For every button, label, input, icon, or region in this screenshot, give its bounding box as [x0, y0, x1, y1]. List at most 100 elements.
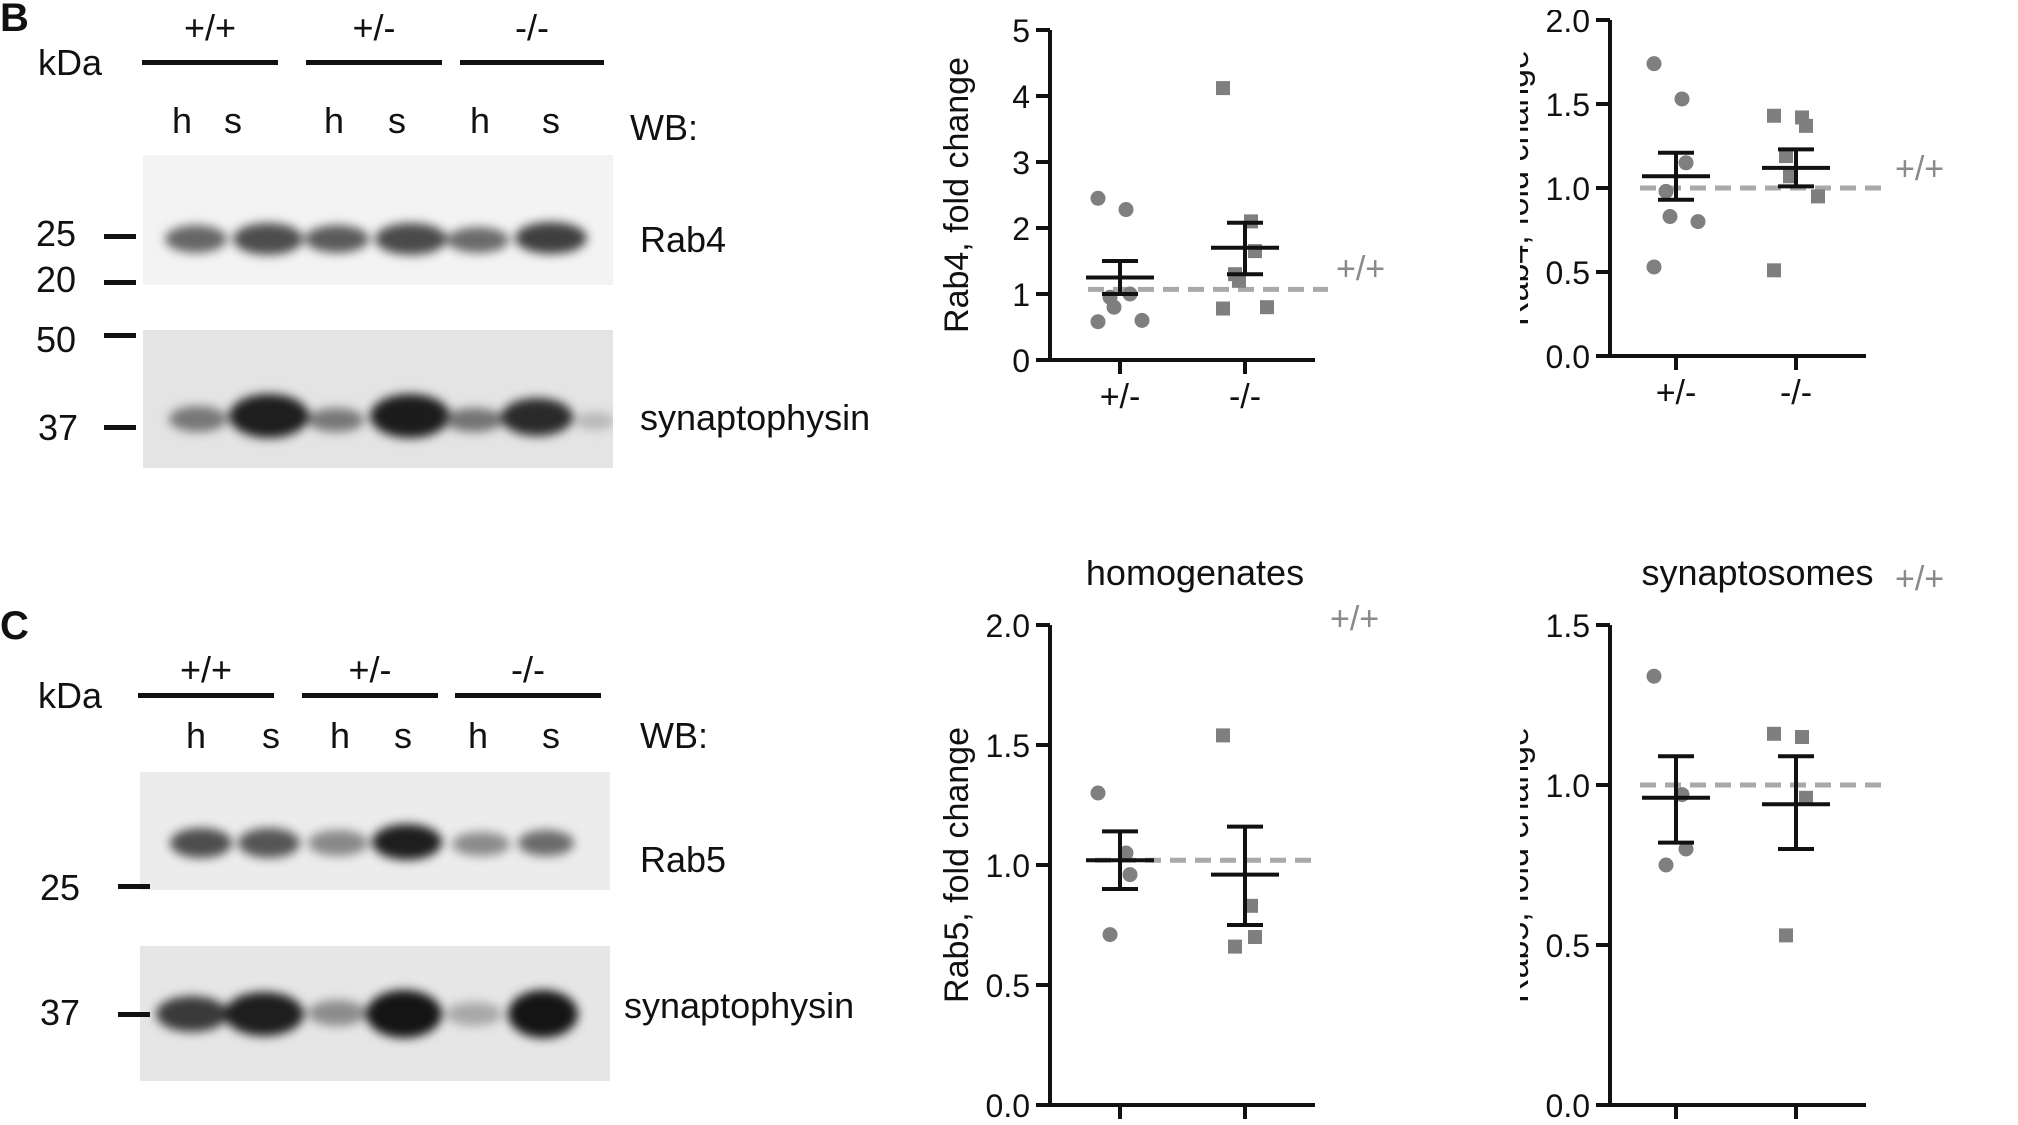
data-point — [1799, 790, 1813, 805]
y-axis-label: Rab4, fold change — [1520, 50, 1536, 326]
data-point — [1678, 155, 1694, 171]
y-tick-label: 0.5 — [986, 968, 1030, 1004]
y-tick-label: 2.0 — [986, 608, 1030, 644]
marker-label-b-20: 20 — [36, 259, 77, 300]
y-tick-label: 1.0 — [986, 848, 1030, 884]
y-tick-label: 2.0 — [1546, 10, 1590, 39]
lane-label-b-6: s — [542, 100, 560, 141]
data-point — [1090, 785, 1106, 801]
y-tick-label: 2 — [1012, 211, 1030, 247]
marker-tick-b-50 — [104, 333, 136, 338]
genotype-label-b-ko: -/- — [515, 7, 549, 48]
blot-rab5 — [140, 772, 610, 890]
marker-label-c-37: 37 — [40, 992, 81, 1033]
lane-label-b-3: h — [324, 100, 345, 141]
protein-label-synaptophysin-b: synaptophysin — [640, 397, 871, 438]
genotype-bar-b-wt — [142, 60, 278, 65]
y-tick-label: 0.0 — [986, 1088, 1030, 1120]
lane-label-c-4: s — [394, 715, 412, 756]
genotype-label-c-wt: +/+ — [179, 649, 233, 690]
chart-title: synaptosomes — [1641, 560, 1873, 593]
protein-label-synaptophysin-c: synaptophysin — [624, 985, 855, 1026]
y-tick-label: 0 — [1012, 343, 1030, 379]
lane-label-b-5: h — [470, 100, 491, 141]
genotype-label-b-het: +/- — [352, 7, 396, 48]
lane-label-b-1: h — [172, 100, 193, 141]
data-point — [1799, 118, 1813, 133]
data-point — [1779, 149, 1793, 164]
y-tick-label: 1 — [1012, 277, 1030, 313]
y-tick-label: 1.0 — [1546, 171, 1590, 207]
genotype-bar-b-het — [306, 60, 442, 65]
data-point — [1646, 668, 1662, 684]
data-point — [1260, 300, 1274, 315]
y-tick-label: 0.0 — [1546, 1088, 1590, 1120]
y-tick-label: 1.0 — [1546, 768, 1590, 804]
data-point — [1090, 190, 1106, 206]
data-point — [1244, 898, 1258, 913]
lane-label-c-5: h — [468, 715, 489, 756]
genotype-label-b-wt: +/+ — [183, 7, 237, 48]
genotype-bar-c-ko — [455, 693, 601, 698]
genotype-label-c-het: +/- — [348, 649, 392, 690]
protein-label-rab5: Rab5 — [640, 839, 727, 880]
wb-label-c: WB: — [640, 715, 708, 756]
marker-tick-c-25 — [118, 884, 150, 889]
lane-label-b-2: s — [224, 100, 242, 141]
marker-tick-b-37 — [104, 425, 136, 430]
data-point — [1106, 299, 1122, 315]
y-tick-label: 3 — [1012, 145, 1030, 181]
y-tick-label: 4 — [1012, 79, 1030, 115]
data-point — [1122, 867, 1138, 883]
x-tick-label: -/- — [1229, 378, 1261, 416]
data-point — [1662, 209, 1678, 225]
lane-label-c-6: s — [542, 715, 560, 756]
data-point — [1118, 845, 1134, 861]
data-point — [1232, 273, 1246, 288]
lane-label-c-2: s — [262, 715, 280, 756]
genotype-bar-c-wt — [138, 693, 274, 698]
kda-label-b: kDa — [38, 42, 103, 83]
genotype-label-c-ko: -/- — [511, 649, 545, 690]
x-tick-label: -/- — [1780, 374, 1812, 412]
y-tick-label: 1.5 — [986, 728, 1030, 764]
chart-title: homogenates — [1086, 560, 1304, 593]
blot-synaptophysin-b — [143, 330, 613, 468]
blot-synaptophysin-c — [140, 946, 610, 1081]
marker-tick-b-25 — [104, 234, 136, 239]
y-tick-label: 0.5 — [1546, 255, 1590, 291]
marker-tick-c-37 — [118, 1012, 150, 1017]
data-point — [1216, 81, 1230, 96]
marker-tick-b-20 — [104, 280, 136, 285]
y-tick-label: 5 — [1012, 13, 1030, 49]
reference-label: +/+ — [1336, 250, 1385, 288]
reference-label: +/+ — [1895, 560, 1944, 598]
wb-label-b: WB: — [630, 107, 698, 148]
y-tick-label: 0.0 — [1546, 339, 1590, 375]
data-point — [1248, 930, 1262, 944]
blot-rab4 — [143, 155, 613, 285]
marker-label-b-37: 37 — [38, 407, 79, 448]
data-point — [1216, 301, 1230, 316]
data-point — [1646, 56, 1662, 72]
y-tick-label: 0.5 — [1546, 928, 1590, 964]
y-tick-label: 1.5 — [1546, 87, 1590, 123]
data-point — [1090, 314, 1106, 330]
protein-label-rab4: Rab4 — [640, 219, 727, 260]
data-point — [1658, 857, 1674, 873]
lane-label-c-3: h — [330, 715, 351, 756]
data-point — [1118, 202, 1134, 218]
data-point — [1216, 728, 1230, 743]
chart-rab4-homogenates: 0 1 2 3 4 5 +/- -/- Rab4, fold change +/+ — [940, 13, 1385, 416]
data-point — [1783, 169, 1797, 184]
data-point — [1811, 189, 1825, 204]
data-point — [1674, 91, 1690, 107]
y-axis-label: Rab5, fold change — [940, 727, 976, 1003]
marker-label-b-25: 25 — [36, 213, 77, 254]
lane-label-b-4: s — [388, 100, 406, 141]
kda-label-c: kDa — [38, 675, 103, 716]
data-point — [1779, 928, 1793, 943]
marker-label-b-50: 50 — [36, 319, 77, 360]
x-tick-label: +/- — [1656, 374, 1697, 412]
